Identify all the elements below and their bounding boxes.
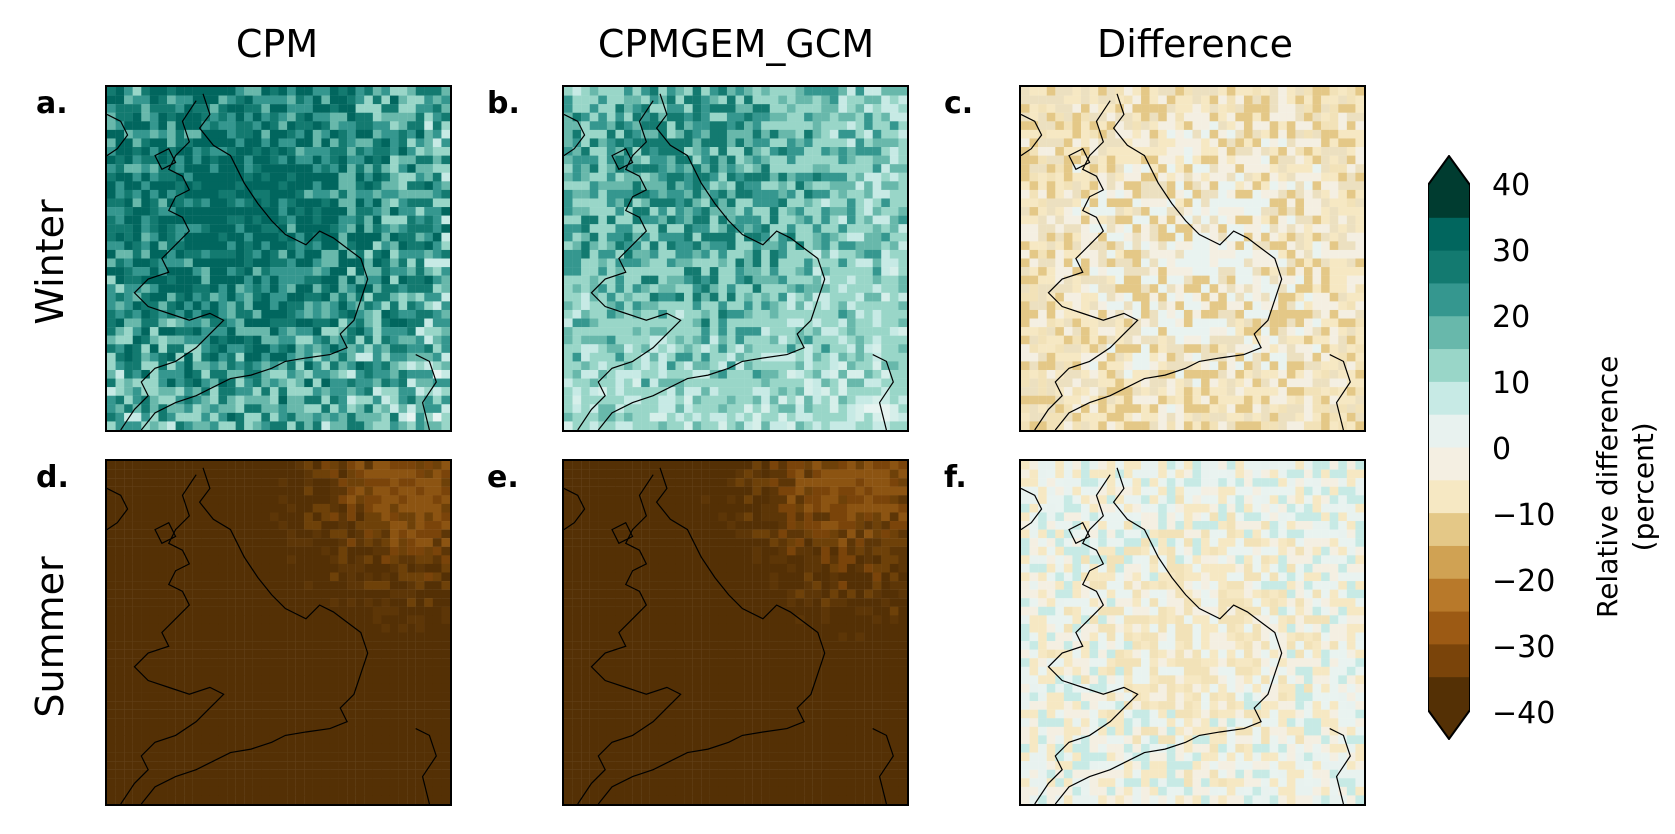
colorbar-segment xyxy=(1428,480,1470,514)
colorbar-extend-top xyxy=(1428,155,1470,185)
colorbar-segment xyxy=(1428,250,1470,284)
colorbar-graphic xyxy=(1427,154,1471,741)
panel-letter-e: e. xyxy=(487,460,519,495)
colorbar-label-line1: Relative difference xyxy=(1591,355,1624,618)
map-panel-cpm-summer xyxy=(105,459,452,806)
colorbar-tick-30: 30 xyxy=(1492,234,1531,269)
colorbar-tick-minus-40: −40 xyxy=(1492,696,1556,731)
column-title-cpm: CPM xyxy=(235,22,319,66)
row-title-winter: Winter xyxy=(28,199,72,325)
colorbar-tick-40: 40 xyxy=(1492,168,1531,203)
map-graphic xyxy=(1021,461,1364,804)
colorbar-segment xyxy=(1428,644,1470,678)
colorbar-segment xyxy=(1428,316,1470,350)
coastline xyxy=(1021,93,1351,430)
colorbar-segment xyxy=(1428,217,1470,252)
coastline xyxy=(1021,467,1351,804)
panel-letter-d: d. xyxy=(36,460,69,495)
panel-letter-f: f. xyxy=(944,460,967,495)
row-title-summer: Summer xyxy=(28,556,72,718)
map-panel-cpmgem-gcm-winter xyxy=(562,85,909,432)
map-panel-difference-summer xyxy=(1019,459,1366,806)
colorbar-tick-0: 0 xyxy=(1492,432,1512,467)
map-graphic xyxy=(564,87,907,430)
colorbar-segment xyxy=(1428,578,1470,613)
colorbar-tick-20: 20 xyxy=(1492,300,1531,335)
colorbar-label-line2: (percent) xyxy=(1627,422,1660,552)
colorbar-label: Relative difference (percent) xyxy=(1590,356,1662,618)
colorbar-segment xyxy=(1428,349,1470,383)
map-graphic xyxy=(1021,87,1364,430)
colorbar-segment xyxy=(1428,545,1470,580)
colorbar-tick-minus-30: −30 xyxy=(1492,630,1556,665)
colorbar-segment xyxy=(1428,283,1470,317)
colorbar-segment xyxy=(1428,447,1470,481)
panel-letter-b: b. xyxy=(487,86,520,121)
coastline xyxy=(564,93,894,430)
colorbar-segment xyxy=(1428,381,1470,416)
colorbar-extend-bottom xyxy=(1428,710,1470,740)
colorbar xyxy=(1427,154,1471,741)
coastline xyxy=(564,467,894,804)
colorbar-tick-10: 10 xyxy=(1492,366,1531,401)
panel-letter-c: c. xyxy=(944,86,974,121)
map-graphic xyxy=(107,461,450,804)
coastline xyxy=(107,467,437,804)
colorbar-segment xyxy=(1428,611,1470,645)
map-graphic xyxy=(107,87,450,430)
colorbar-segment xyxy=(1428,677,1470,711)
column-title-difference: Difference xyxy=(1097,22,1293,66)
map-panel-cpm-winter xyxy=(105,85,452,432)
colorbar-segment xyxy=(1428,414,1470,448)
panel-letter-a: a. xyxy=(36,86,68,121)
map-panel-cpmgem-gcm-summer xyxy=(562,459,909,806)
colorbar-tick-minus-10: −10 xyxy=(1492,498,1556,533)
coastline xyxy=(107,93,437,430)
column-title-cpmgem-gcm: CPMGEM_GCM xyxy=(597,22,875,66)
colorbar-segment xyxy=(1428,513,1470,547)
map-graphic xyxy=(564,461,907,804)
map-panel-difference-winter xyxy=(1019,85,1366,432)
colorbar-segment xyxy=(1428,185,1470,219)
colorbar-tick-minus-20: −20 xyxy=(1492,564,1556,599)
